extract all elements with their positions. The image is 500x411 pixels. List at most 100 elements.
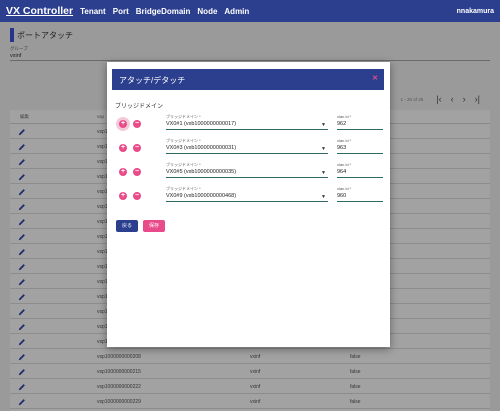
- cell-vsp: vsp1: [97, 234, 108, 240]
- table-row: vsp1: [10, 335, 490, 349]
- bridge-domain-select[interactable]: VX0#1 (vxb1000000000017): [166, 121, 237, 127]
- cell-flag: false: [350, 354, 361, 360]
- cell-group: vxinf: [250, 369, 261, 375]
- remove-icon[interactable]: −: [133, 192, 141, 200]
- edit-icon[interactable]: [18, 263, 26, 271]
- bridge-domain-entry: + − ブリッジドメイン * VX0#1 (vxb1000000000017) ▼ vla…: [107, 114, 390, 138]
- last-page-icon[interactable]: ›|: [474, 94, 480, 104]
- edit-icon[interactable]: [18, 188, 26, 196]
- dialog-title: アタッチ/デタッチ: [119, 76, 186, 85]
- add-icon[interactable]: +: [119, 120, 127, 128]
- cell-flag: false: [350, 399, 361, 405]
- edit-icon[interactable]: [18, 398, 26, 406]
- bridge-domain-select[interactable]: VX0#9 (vxb1000000000468): [166, 193, 237, 199]
- table-row: vsp1000000000222 vxinf false: [10, 380, 490, 394]
- top-navbar: VX Controller Tenant Port BridgeDomain N…: [0, 0, 500, 22]
- chevron-left-icon[interactable]: ‹: [450, 94, 454, 104]
- edit-icon[interactable]: [18, 368, 26, 376]
- nav-node[interactable]: Node: [197, 6, 218, 16]
- save-button[interactable]: 保存: [143, 220, 165, 232]
- edit-icon[interactable]: [18, 218, 26, 226]
- add-icon[interactable]: +: [119, 192, 127, 200]
- dialog-header: アタッチ/デタッチ ✕: [112, 69, 384, 90]
- cell-flag: false: [350, 384, 361, 390]
- cell-vsp: vsp1: [97, 249, 108, 255]
- cell-vsp: vsp1: [97, 219, 108, 225]
- bridge-domain-underline: [166, 201, 328, 202]
- edit-icon[interactable]: [18, 353, 26, 361]
- cell-vsp: vsp1: [97, 324, 108, 330]
- edit-icon[interactable]: [18, 143, 26, 151]
- add-icon[interactable]: +: [119, 168, 127, 176]
- first-page-icon[interactable]: |‹: [436, 94, 442, 104]
- chevron-right-icon[interactable]: ›: [462, 94, 466, 104]
- vlan-id-underline: [337, 153, 383, 154]
- cell-vsp: vsp1: [97, 159, 108, 165]
- nav-port[interactable]: Port: [112, 6, 129, 16]
- add-icon[interactable]: +: [119, 144, 127, 152]
- remove-icon[interactable]: −: [133, 168, 141, 176]
- edit-icon[interactable]: [18, 383, 26, 391]
- vlan-id-underline: [337, 177, 383, 178]
- close-icon[interactable]: ✕: [372, 75, 378, 82]
- vlan-id-underline: [337, 129, 383, 130]
- bridge-domain-select[interactable]: VX0#3 (vxb1000000000031): [166, 145, 237, 151]
- cell-group: vxinf: [250, 354, 261, 360]
- vlan-id-label: vlan id *: [337, 186, 352, 191]
- column-header-vsp: vsp: [97, 114, 105, 119]
- cell-vsp: vsp1000000000229: [97, 399, 141, 405]
- edit-icon[interactable]: [18, 158, 26, 166]
- vlan-id-label: vlan id *: [337, 162, 352, 167]
- brand-link[interactable]: VX Controller: [6, 5, 74, 17]
- bridge-domain-underline: [166, 129, 328, 130]
- edit-icon[interactable]: [18, 248, 26, 256]
- cell-vsp: vsp1: [97, 294, 108, 300]
- edit-icon[interactable]: [18, 278, 26, 286]
- back-button[interactable]: 戻る: [116, 220, 138, 232]
- edit-icon[interactable]: [18, 173, 26, 181]
- cell-vsp: vsp1: [97, 264, 108, 270]
- vlan-id-input[interactable]: 960: [337, 193, 347, 199]
- vlan-id-label: vlan id *: [337, 114, 352, 119]
- edit-icon[interactable]: [18, 308, 26, 316]
- vlan-id-input[interactable]: 964: [337, 169, 347, 175]
- nav-admin[interactable]: Admin: [224, 6, 250, 16]
- bridge-domain-entry: + − ブリッジドメイン * VX0#9 (vxb1000000000468) ▼ vla…: [107, 186, 390, 210]
- cell-vsp: vsp1: [97, 174, 108, 180]
- column-header-edit: 編集: [20, 114, 29, 119]
- user-menu[interactable]: nnakamura: [456, 7, 494, 15]
- dropdown-caret-icon[interactable]: ▼: [321, 194, 326, 200]
- attach-detach-dialog: アタッチ/デタッチ ✕ ブリッジドメイン + − ブリッジドメイン * VX0#1 (…: [107, 62, 390, 347]
- bridge-domain-label: ブリッジドメイン *: [166, 162, 201, 167]
- page-title: ポートアタッチ: [17, 31, 73, 40]
- cell-vsp: vsp1: [97, 279, 108, 285]
- vlan-id-underline: [337, 201, 383, 202]
- bridge-domain-entry: + − ブリッジドメイン * VX0#3 (vxb1000000000031) ▼ vla…: [107, 138, 390, 162]
- dropdown-caret-icon[interactable]: ▼: [321, 170, 326, 176]
- edit-icon[interactable]: [18, 338, 26, 346]
- edit-icon[interactable]: [18, 323, 26, 331]
- cell-flag: false: [350, 369, 361, 375]
- edit-icon[interactable]: [18, 233, 26, 241]
- edit-icon[interactable]: [18, 203, 26, 211]
- nav-bridgedomain[interactable]: BridgeDomain: [135, 6, 191, 16]
- edit-icon[interactable]: [18, 128, 26, 136]
- remove-icon[interactable]: −: [133, 144, 141, 152]
- table-row: vsp1000000000229 vxinf false: [10, 395, 490, 409]
- pagination: 1 - 20 of 25 |‹ ‹ › ›|: [401, 94, 480, 104]
- vlan-id-input[interactable]: 962: [337, 121, 347, 127]
- vlan-id-input[interactable]: 963: [337, 145, 347, 151]
- edit-icon[interactable]: [18, 293, 26, 301]
- pagination-range: 1 - 20 of 25: [400, 96, 424, 102]
- bridge-domain-label: ブリッジドメイン *: [166, 186, 201, 191]
- table-row: vsp1000000000215 vxinf false: [10, 365, 490, 379]
- dropdown-caret-icon[interactable]: ▼: [321, 122, 326, 128]
- cell-vsp: vsp1: [97, 144, 108, 150]
- nav-tenant[interactable]: Tenant: [80, 6, 106, 16]
- group-select[interactable]: vxinf: [10, 53, 22, 59]
- bridge-domain-select[interactable]: VX0#5 (vxb1000000000035): [166, 169, 237, 175]
- remove-icon[interactable]: −: [133, 120, 141, 128]
- dropdown-caret-icon[interactable]: ▼: [321, 146, 326, 152]
- cell-vsp: vsp1: [97, 339, 108, 345]
- group-underline: [10, 60, 490, 61]
